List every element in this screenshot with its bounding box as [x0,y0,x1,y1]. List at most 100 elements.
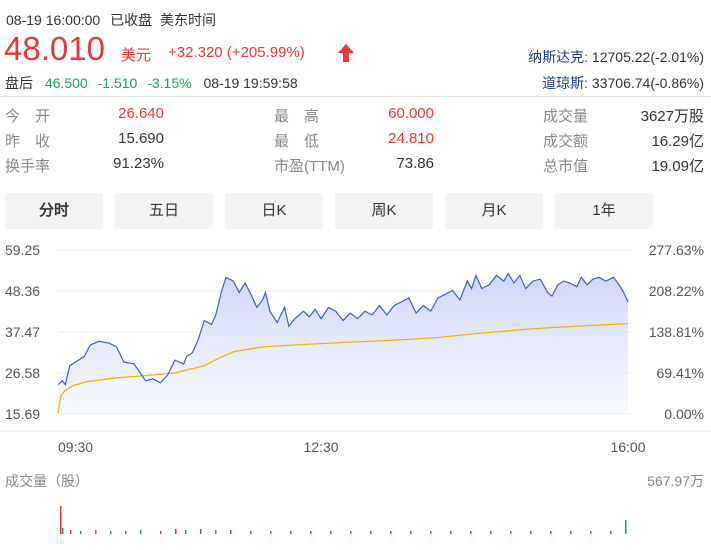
tab-daily-k[interactable]: 日K [225,193,323,229]
after-hours-row: 盘后 46.500 -1.510 -3.15% 08-19 19:59:58 [5,73,298,93]
tab-one-year[interactable]: 1年 [555,193,653,229]
index-dow-name: 道琼斯: [542,75,589,91]
stat-prev-close-label: 昨 收 [5,133,51,150]
volume-bar [330,531,332,534]
stat-pe-label: 市盈(TTM) [274,158,345,175]
volume-max-label: 567.97万 [647,473,704,489]
market-status: 已收盘 [110,12,153,28]
volume-bar [160,531,162,534]
after-hours-change-pct: -3.15% [147,75,192,91]
volume-bar [215,530,217,534]
after-hours-time: 08-19 19:59:58 [203,75,298,91]
y-axis-right: 277.63% 208.22% 138.81% 69.41% 0.00% [649,242,704,422]
after-hours-price: 46.500 [44,75,88,91]
volume-bar [310,531,312,534]
index-nasdaq[interactable]: 纳斯达克: 12705.22(-2.01%) [528,47,704,67]
x-tick-label: 12:30 [304,439,339,455]
average-price-line [57,322,629,414]
volume-bar [625,520,627,534]
price-line [57,272,629,386]
after-hours-label: 盘后 [5,75,33,91]
up-arrow-icon [337,43,355,68]
volume-bar [270,531,272,534]
tab-intraday[interactable]: 分时 [5,193,103,229]
y-right-tick-label: 208.22% [649,283,704,299]
header-bar: 08-19 16:00:00 已收盘 美东时间 [6,10,216,30]
volume-bar [110,531,112,534]
volume-bar [430,531,432,534]
stat-volume-label: 成交量 [543,108,589,125]
index-dow[interactable]: 道琼斯: 33706.74(-0.86%) [542,73,704,93]
x-tick-label: 09:30 [58,439,93,455]
volume-bar [185,530,187,534]
stat-high-label: 最 高 [274,108,320,125]
index-nasdaq-value: 12705.22(-2.01%) [591,49,704,65]
timezone-label: 美东时间 [159,12,216,28]
stat-mktcap-value: 19.09亿 [651,158,704,175]
index-dow-value: 33706.74(-0.86%) [591,75,704,91]
volume-bar [175,529,177,534]
volume-bar [590,531,592,534]
volume-bar [350,531,352,534]
y-left-tick-label: 26.58 [5,365,40,381]
volume-bar [230,530,232,534]
volume-bar [570,531,572,534]
price-area-fill [58,273,628,414]
stat-pe-value: 73.86 [396,155,434,172]
y-left-tick-label: 15.69 [5,406,40,422]
stat-open-label: 今 开 [5,108,51,125]
y-right-tick-label: 277.63% [649,242,704,258]
currency-label: 美元 [121,47,152,64]
quote-datetime: 08-19 16:00:00 [6,12,101,28]
y-right-tick-label: 138.81% [649,324,704,340]
y-left-tick-label: 37.47 [5,324,40,340]
index-nasdaq-name: 纳斯达克: [528,49,589,65]
volume-bar [70,530,72,534]
volume-bar [125,531,127,534]
volume-bar [62,528,64,534]
volume-bar [250,531,252,534]
volume-bar [140,530,142,534]
price-change: +32.320 (+205.99%) [168,44,305,61]
y-right-tick-label: 0.00% [664,406,704,422]
stat-low-label: 最 低 [274,133,320,150]
volume-bar [550,531,552,534]
volume-bar [370,531,372,534]
volume-bar [60,506,62,534]
volume-bar [390,531,392,534]
x-axis: 09:30 12:30 16:00 [58,439,646,455]
y-axis-left: 59.25 48.36 37.47 26.58 15.69 [5,242,40,422]
header-divider [0,96,711,97]
stat-open-value: 26.640 [118,105,164,122]
after-hours-change: -1.510 [97,75,138,91]
stat-amount-label: 成交额 [543,133,589,150]
volume-bar [410,531,412,534]
volume-bars [60,506,627,534]
volume-bar [80,531,82,534]
stat-prev-close-value: 15.690 [118,130,164,147]
volume-bar [530,531,532,534]
stat-amount-value: 16.29亿 [651,133,704,150]
intraday-chart[interactable]: 59.25 48.36 37.47 26.58 15.69 277.63% 208.22%… [0,236,711,460]
volume-bar [490,531,492,534]
stat-mktcap-label: 总市值 [543,158,589,175]
volume-bar [290,531,292,534]
y-left-tick-label: 48.36 [5,283,40,299]
volume-bar [450,531,452,534]
tab-five-day[interactable]: 五日 [115,193,213,229]
x-tick-label: 16:00 [610,439,645,455]
tab-monthly-k[interactable]: 月K [445,193,543,229]
stat-turnover-value: 91.23% [113,155,164,172]
tab-weekly-k[interactable]: 周K [335,193,433,229]
last-price: 48.010 [4,30,105,67]
volume-chart[interactable] [0,490,711,540]
volume-bar [610,531,612,534]
volume-bar [95,530,97,534]
stat-high-value: 60.000 [388,105,434,122]
stat-turnover-label: 换手率 [5,158,51,175]
volume-bar [470,531,472,534]
stat-volume-value: 3627万股 [640,108,704,125]
y-right-tick-label: 69.41% [657,365,704,381]
price-change-pct: (+205.99%) [226,44,305,61]
volume-bar [200,529,202,534]
